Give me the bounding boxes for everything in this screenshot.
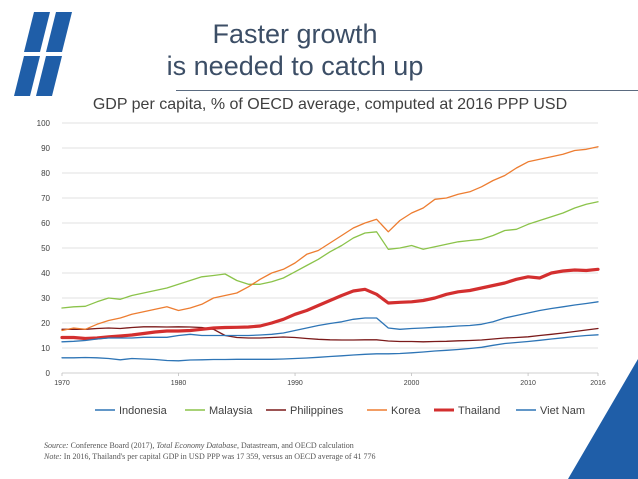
legend-label-thailand: Thailand [458, 405, 500, 417]
source-italic: Total Economy Database [156, 441, 237, 450]
series-line-viet-nam [61, 301, 599, 343]
legend-label-korea: Korea [391, 405, 421, 417]
oecd-logo [14, 12, 72, 96]
legend-label-indonesia: Indonesia [119, 405, 168, 417]
x-tick-label-2010: 2010 [520, 380, 536, 387]
note-label: Note: [44, 452, 62, 461]
y-tick-label-60: 60 [41, 219, 50, 228]
legend-label-philippines: Philippines [290, 405, 344, 417]
series-line-indonesia [61, 334, 599, 362]
slide-title-line1: Faster growth [212, 19, 378, 49]
x-tick-label-2000: 2000 [404, 380, 420, 387]
series-line-korea [61, 146, 599, 332]
chart-title: GDP per capita, % of OECD average, compu… [92, 96, 568, 113]
corner-decoration [568, 359, 638, 479]
x-tick-label-2016: 2016 [590, 380, 606, 387]
source-note: Source: Conference Board (2017), Total E… [44, 440, 544, 462]
y-tick-label-20: 20 [41, 319, 50, 328]
logo-bar-3 [14, 56, 40, 96]
y-tick-label-30: 30 [41, 294, 50, 303]
y-tick-label-70: 70 [41, 194, 50, 203]
slide-title-line2: is needed to catch up [166, 51, 424, 81]
note-text: In 2016, Thailand's per capital GDP in U… [63, 452, 376, 461]
note-line: Note: In 2016, Thailand's per capital GD… [44, 451, 544, 462]
y-tick-label-10: 10 [41, 344, 50, 353]
corner-triangle [568, 359, 638, 479]
legend-label-malaysia: Malaysia [209, 405, 253, 417]
source-text: Conference Board (2017), [70, 441, 155, 450]
source-label: Source: [44, 441, 69, 450]
x-tick-label-1980: 1980 [171, 380, 187, 387]
series-line-thailand [60, 267, 600, 341]
legend-label-viet-nam: Viet Nam [540, 405, 585, 417]
series-line-philippines [61, 326, 599, 343]
y-tick-label-0: 0 [46, 369, 51, 378]
y-tick-label-80: 80 [41, 169, 50, 178]
source-line: Source: Conference Board (2017), Total E… [44, 440, 544, 451]
logo-bar-1 [24, 12, 50, 52]
series-line-malaysia [61, 201, 599, 309]
source-rest: , Datastream, and OECD calculation [236, 441, 354, 450]
x-tick-label-1970: 1970 [54, 380, 70, 387]
slide-title: Faster growth is needed to catch up [130, 18, 460, 82]
y-tick-label-100: 100 [37, 119, 51, 128]
title-divider [176, 90, 638, 91]
logo-bar-2 [46, 12, 72, 52]
y-tick-label-40: 40 [41, 269, 50, 278]
x-tick-label-1990: 1990 [287, 380, 303, 387]
y-tick-label-90: 90 [41, 144, 50, 153]
logo-bar-4 [36, 56, 62, 96]
y-tick-label-50: 50 [41, 244, 50, 253]
